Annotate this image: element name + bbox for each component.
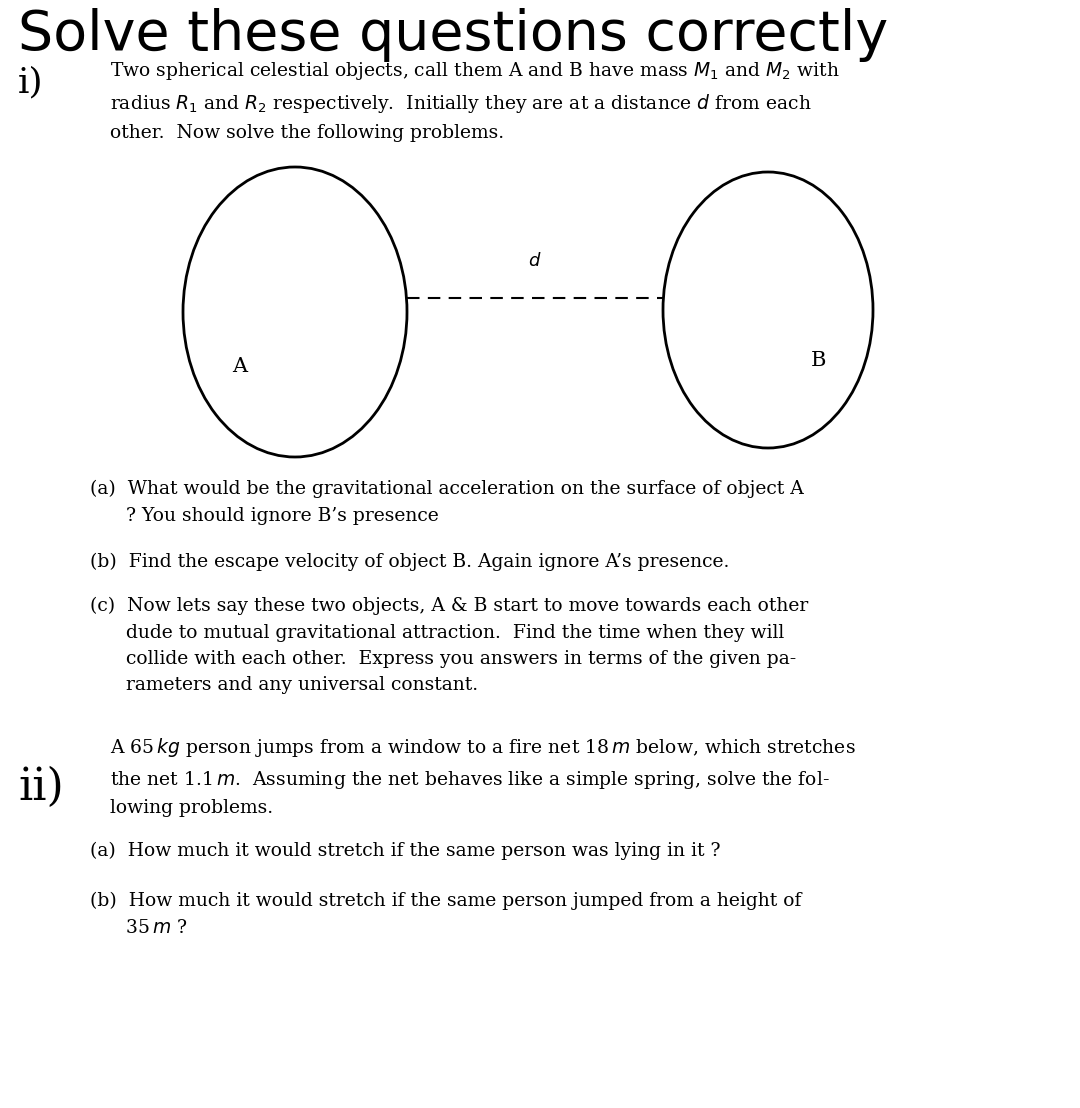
Text: ii): ii) [18, 766, 64, 809]
Text: A: A [232, 358, 247, 377]
Text: Two spherical celestial objects, call them A and B have mass $M_1$ and $M_2$ wit: Two spherical celestial objects, call th… [110, 60, 840, 142]
Text: (c)  Now lets say these two objects, A & B start to move towards each other
    : (c) Now lets say these two objects, A & … [90, 597, 808, 695]
Text: A 65$\,kg$ person jumps from a window to a fire net 18$\,m$ below, which stretch: A 65$\,kg$ person jumps from a window to… [110, 736, 855, 817]
Text: B: B [810, 350, 826, 369]
Text: (a)  What would be the gravitational acceleration on the surface of object A
   : (a) What would be the gravitational acce… [90, 480, 804, 525]
Text: (b)  Find the escape velocity of object B. Again ignore A’s presence.: (b) Find the escape velocity of object B… [90, 553, 729, 572]
Text: Solve these questions correctly: Solve these questions correctly [18, 8, 888, 62]
Text: (b)  How much it would stretch if the same person jumped from a height of
      : (b) How much it would stretch if the sam… [90, 892, 801, 936]
Text: i): i) [18, 65, 43, 99]
Text: $d$: $d$ [528, 252, 542, 270]
Text: (a)  How much it would stretch if the same person was lying in it ?: (a) How much it would stretch if the sam… [90, 842, 720, 860]
